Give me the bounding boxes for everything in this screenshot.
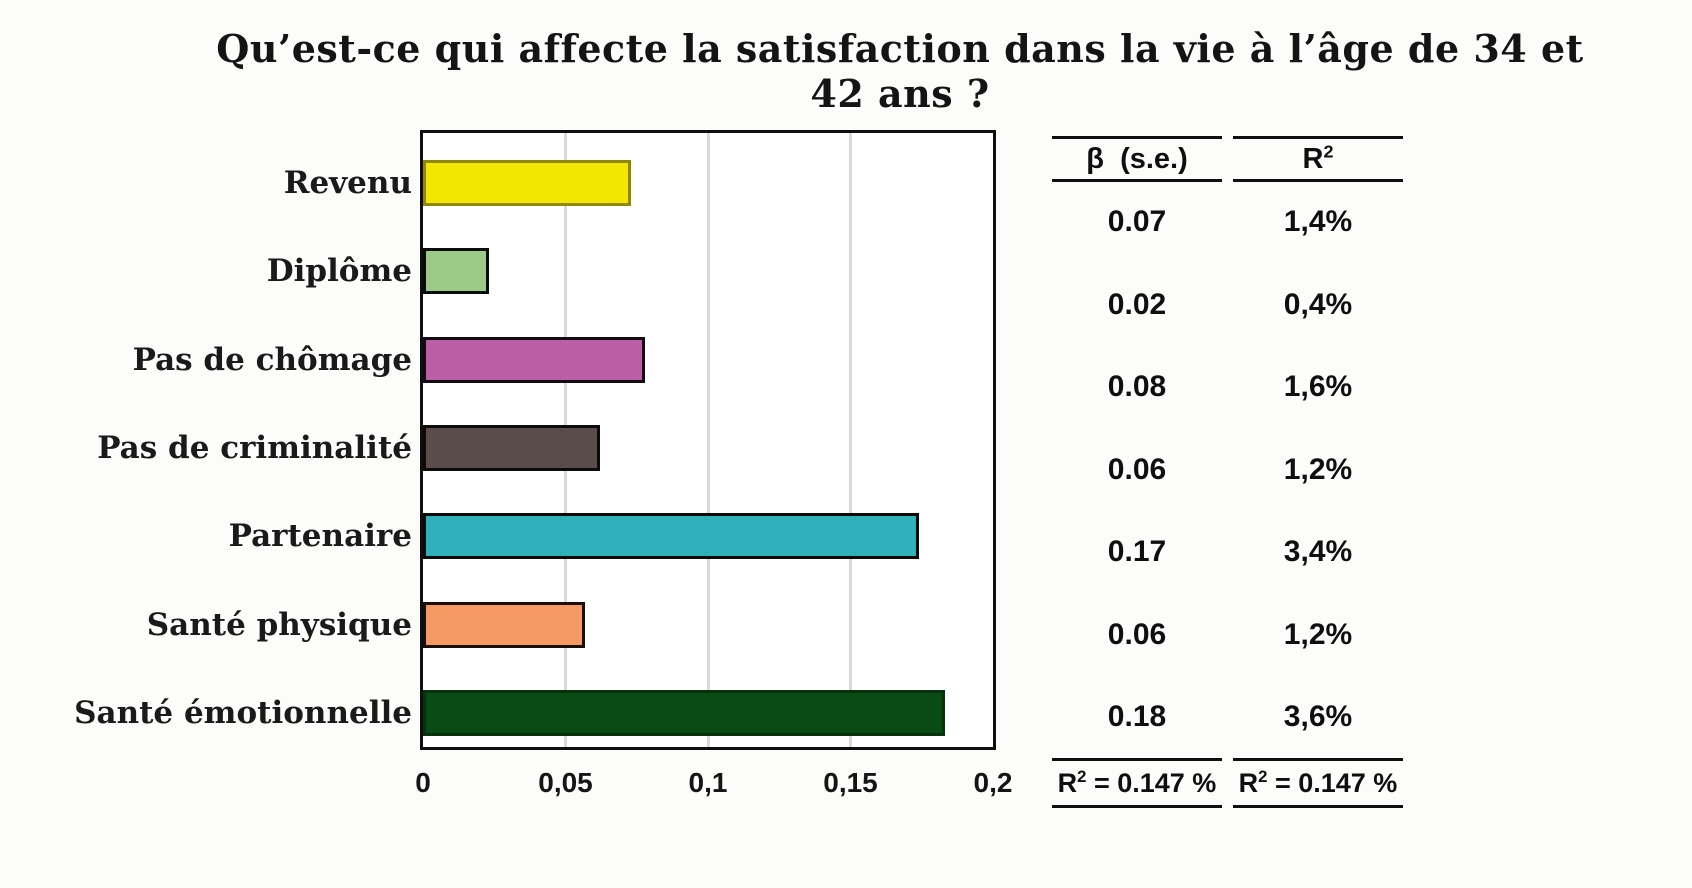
gridline-0-1 bbox=[706, 133, 710, 747]
category-label-revenu: Revenu bbox=[283, 165, 412, 201]
r2-cell: 0,4% bbox=[1283, 287, 1353, 321]
category-label-sante-physique: Santé physique bbox=[146, 606, 412, 643]
r2-cell: 3,4% bbox=[1283, 535, 1353, 568]
bar-sante-physique bbox=[423, 601, 585, 648]
footer-value: = 0.147 % bbox=[1086, 768, 1217, 798]
r2-column-header: R2 bbox=[1233, 136, 1403, 182]
r2-cell: 1,6% bbox=[1283, 370, 1353, 403]
r2-cell: 1,2% bbox=[1283, 617, 1353, 651]
gridline-0-15 bbox=[849, 133, 852, 747]
beta-cell: 0.18 bbox=[1107, 700, 1167, 733]
x-tick-0-1: 0,1 bbox=[688, 767, 728, 798]
x-tick-0-2: 0,2 bbox=[973, 767, 1013, 798]
bar-pas-de-chomage bbox=[423, 336, 645, 383]
r2-cell: 3,6% bbox=[1283, 700, 1353, 733]
r2-cell: 1,4% bbox=[1283, 205, 1353, 238]
r2-header-r: R bbox=[1302, 143, 1324, 175]
beta-cell: 0.02 bbox=[1107, 287, 1167, 321]
beta-cell: 0.17 bbox=[1107, 535, 1167, 568]
bar-sante-emotionnelle bbox=[423, 689, 945, 736]
bar-pas-de-criminalite bbox=[423, 424, 600, 471]
beta-cell: 0.07 bbox=[1107, 205, 1167, 238]
footer-sup: 2 bbox=[1258, 767, 1268, 786]
bar-revenu bbox=[423, 160, 631, 206]
category-label-diplome: Diplôme bbox=[266, 253, 412, 290]
beta-cell: 0.06 bbox=[1107, 452, 1167, 486]
beta-cell: 0.08 bbox=[1107, 370, 1167, 403]
chart-title: Qu’est-ce qui affecte la satisfaction da… bbox=[216, 26, 1584, 116]
category-label-sante-emotionnelle: Santé émotionnelle bbox=[74, 694, 412, 731]
footer-r: R bbox=[1238, 768, 1259, 798]
x-tick-0-05: 0,05 bbox=[538, 767, 593, 798]
r2-header-sup: 2 bbox=[1323, 141, 1334, 162]
bar-partenaire bbox=[423, 513, 919, 560]
r2-cell: 1,2% bbox=[1283, 452, 1353, 486]
plot-area bbox=[420, 130, 996, 750]
category-label-pas-de-chomage: Pas de chômage bbox=[132, 341, 412, 378]
category-label-pas-de-criminalite: Pas de criminalité bbox=[97, 429, 412, 466]
beta-cell: 0.06 bbox=[1107, 617, 1167, 651]
bar-diplome bbox=[423, 248, 489, 295]
beta-column-header: β (s.e.) bbox=[1052, 136, 1222, 182]
r2-column-footer: R2 = 0.147 % bbox=[1233, 758, 1403, 808]
x-tick-0: 0 bbox=[415, 767, 431, 798]
beta-column-footer: R2 = 0.147 % bbox=[1052, 758, 1222, 808]
x-tick-0-15: 0,15 bbox=[823, 767, 878, 798]
footer-value: = 0.147 % bbox=[1267, 768, 1398, 798]
category-label-partenaire: Partenaire bbox=[228, 518, 412, 555]
footer-r: R bbox=[1057, 768, 1078, 798]
footer-sup: 2 bbox=[1077, 767, 1087, 786]
